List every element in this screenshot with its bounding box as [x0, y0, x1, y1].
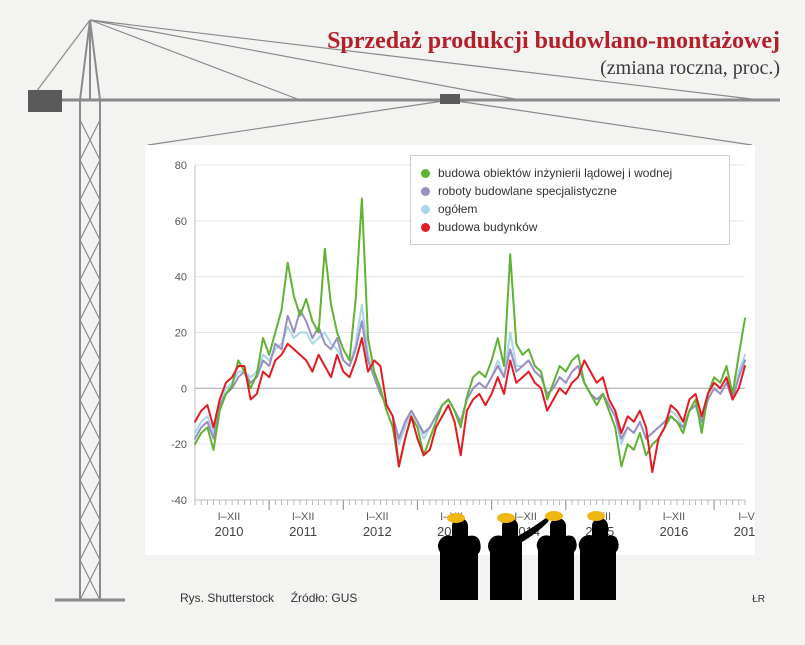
svg-text:I–XII: I–XII [514, 511, 537, 523]
svg-text:I–VI: I–VI [738, 511, 755, 523]
svg-text:2014: 2014 [511, 524, 540, 539]
svg-text:2013: 2013 [437, 524, 466, 539]
legend-item: ogółem [421, 200, 719, 218]
svg-text:I–XII: I–XII [218, 511, 241, 523]
svg-text:2016: 2016 [659, 524, 688, 539]
svg-text:2015: 2015 [585, 524, 614, 539]
svg-text:I–XII: I–XII [440, 511, 463, 523]
legend-label: ogółem [438, 200, 477, 218]
credit-line: Rys. Shutterstock Źródło: GUS [180, 591, 357, 605]
legend-swatch [421, 205, 430, 214]
svg-text:-20: -20 [171, 439, 187, 451]
legend-swatch [421, 223, 430, 232]
legend-label: budowa budynków [438, 218, 537, 236]
legend-item: budowa budynków [421, 218, 719, 236]
svg-text:I–XII: I–XII [588, 511, 611, 523]
chart-subtitle: (zmiana roczna, proc.) [180, 57, 780, 80]
svg-text:I–XII: I–XII [663, 511, 686, 523]
svg-text:I–XII: I–XII [366, 511, 389, 523]
legend-label: roboty budowlane specjalistyczne [438, 182, 617, 200]
svg-text:2017: 2017 [734, 524, 755, 539]
legend-swatch [421, 187, 430, 196]
legend-label: budowa obiektów inżynierii lądowej i wod… [438, 164, 672, 182]
svg-text:60: 60 [175, 216, 187, 228]
svg-text:2011: 2011 [289, 524, 317, 539]
legend-item: budowa obiektów inżynierii lądowej i wod… [421, 164, 719, 182]
data-source: Źródło: GUS [291, 591, 358, 605]
svg-text:0: 0 [181, 383, 187, 395]
legend-swatch [421, 169, 430, 178]
svg-text:2012: 2012 [363, 524, 392, 539]
svg-text:2010: 2010 [215, 524, 244, 539]
svg-text:20: 20 [175, 328, 187, 340]
svg-text:40: 40 [175, 272, 187, 284]
svg-text:-40: -40 [171, 495, 187, 507]
svg-text:80: 80 [175, 160, 187, 172]
chart-legend: budowa obiektów inżynierii lądowej i wod… [410, 155, 730, 245]
illustration-credit: Rys. Shutterstock [180, 591, 274, 605]
chart-title: Sprzedaż produkcji budowlano-montażowej [180, 28, 780, 55]
svg-text:I–XII: I–XII [292, 511, 315, 523]
legend-item: roboty budowlane specjalistyczne [421, 182, 719, 200]
author-signature: ŁR [752, 594, 765, 605]
